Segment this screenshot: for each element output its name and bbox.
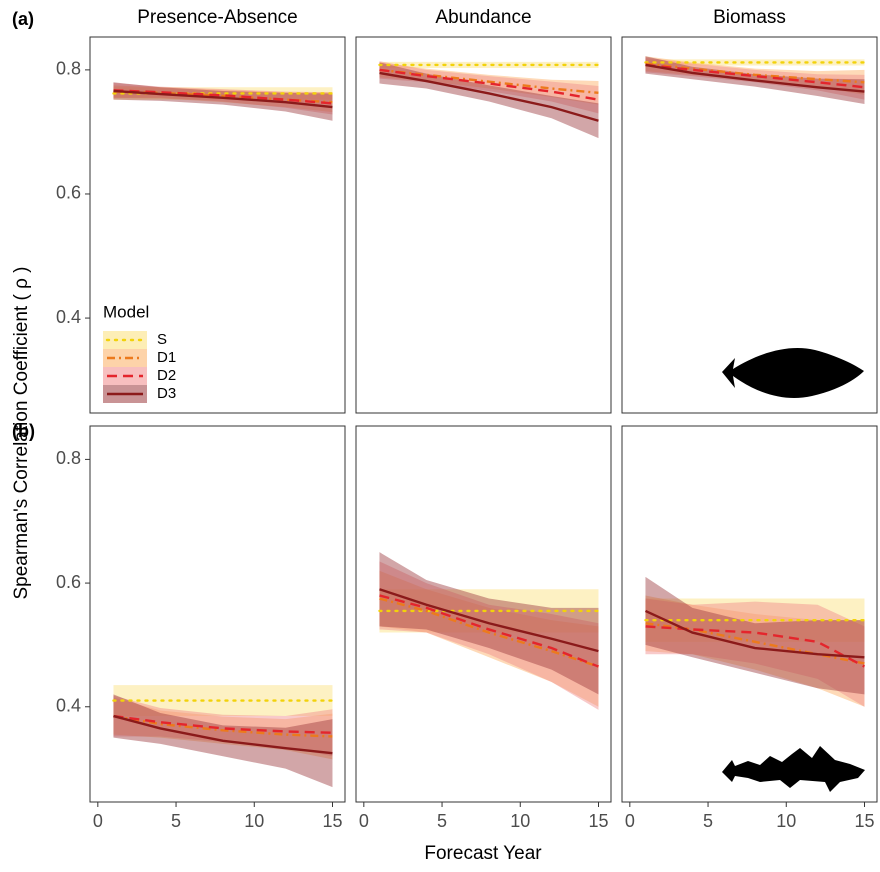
cod-icon [722, 746, 865, 792]
x-tick-label: 5 [171, 811, 181, 831]
panel: 0.4 0.6 0.8 0 5 10 15 [56, 425, 346, 831]
panel: Abundance [355, 7, 612, 414]
confidence-band [379, 62, 599, 105]
x-tick-label: 15 [588, 811, 608, 831]
x-tick-label: 10 [510, 811, 530, 831]
model-line [379, 594, 599, 668]
model-line [113, 714, 333, 738]
panel-frame [621, 36, 878, 414]
model-line [645, 63, 865, 93]
panel-frame [621, 425, 878, 803]
legend-title: Model [103, 302, 149, 321]
model-line [644, 609, 865, 659]
x-tick-label: 10 [244, 811, 264, 831]
x-tick-label: 5 [437, 811, 447, 831]
confidence-band [645, 598, 865, 707]
x-tick-label: 0 [93, 811, 103, 831]
legend-label: S [157, 331, 167, 348]
model-line [379, 597, 599, 668]
x-tick-label: 10 [776, 811, 796, 831]
confidence-band [113, 695, 333, 757]
y-tick-label: 0.8 [56, 448, 81, 468]
x-tick-label: 15 [322, 811, 342, 831]
panel-title: Biomass [713, 7, 786, 28]
panel: 0 5 10 15 [355, 425, 612, 831]
confidence-band [645, 576, 865, 695]
legend-label: D1 [157, 349, 176, 366]
panel: 0 5 10 15 [621, 425, 878, 831]
confidence-band [379, 62, 599, 139]
confidence-band [645, 595, 865, 707]
confidence-band [113, 697, 333, 760]
y-tick-label: 0.6 [56, 183, 81, 203]
x-tick-label: 15 [854, 811, 874, 831]
confidence-band [645, 57, 865, 100]
panel-title: Presence-Absence [137, 7, 298, 28]
panel-frame [355, 36, 612, 414]
confidence-band [113, 87, 333, 100]
confidence-band [379, 561, 599, 710]
model-line [113, 714, 333, 755]
legend-label: D3 [157, 385, 176, 402]
y-tick-label: 0.6 [56, 572, 81, 592]
panel-frame [355, 425, 612, 803]
x-tick-label: 0 [625, 811, 635, 831]
flounder-icon [722, 348, 864, 398]
confidence-band [113, 685, 333, 717]
confidence-band [645, 59, 865, 66]
model-line [379, 68, 599, 95]
x-axis-label: Forecast Year [424, 843, 542, 864]
model-line [379, 588, 599, 653]
x-tick-label: 5 [703, 811, 713, 831]
legend-label: D2 [157, 367, 176, 384]
panel-frame [89, 425, 346, 803]
panel-frame [89, 36, 346, 414]
model-line [379, 71, 599, 122]
model-line [645, 62, 865, 84]
model-line [645, 622, 865, 665]
y-axis-label: Spearman's Correlation Coefficient ( ρ ) [11, 266, 32, 599]
confidence-band [379, 570, 599, 707]
y-tick-label: 0.4 [56, 696, 81, 716]
confidence-band [379, 61, 599, 114]
y-tick-label: 0.4 [56, 307, 81, 327]
x-tick-label: 0 [359, 811, 369, 831]
panel-label: (b) [12, 421, 35, 441]
panel: Biomass [621, 7, 878, 414]
panel-title: Abundance [435, 7, 531, 28]
confidence-band [379, 61, 599, 69]
panel-label: (a) [12, 9, 34, 29]
panel: Presence-Absence 0.4 0.6 0.8 [56, 7, 346, 414]
y-tick-label: 0.8 [56, 59, 81, 79]
confidence-band [379, 589, 599, 633]
model-line [113, 89, 333, 109]
